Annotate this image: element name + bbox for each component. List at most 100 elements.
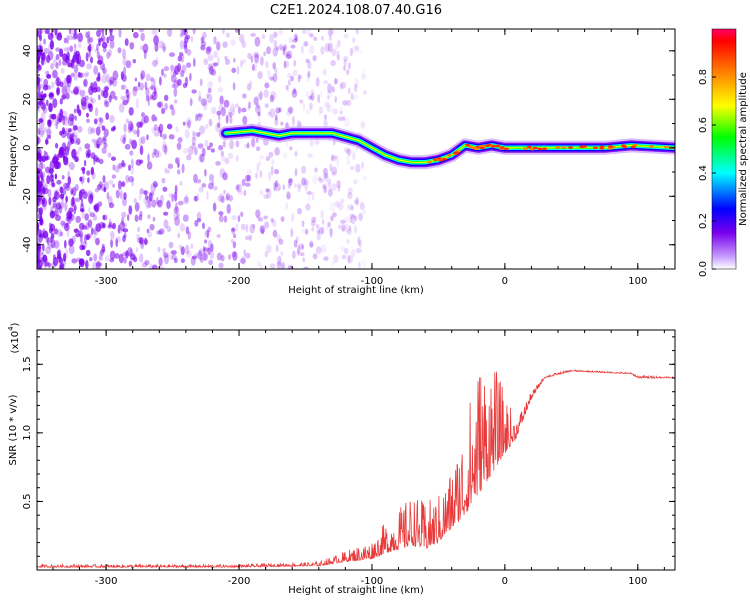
noise-speckle: [212, 202, 217, 212]
noise-speckle: [46, 54, 51, 64]
noise-speckle: [250, 32, 256, 37]
noise-speckle: [113, 164, 120, 173]
colorbar-tick-label: 0.8: [698, 69, 709, 85]
noise-speckle: [245, 174, 251, 182]
noise-speckle: [90, 152, 96, 160]
noise-speckle: [129, 123, 134, 132]
noise-speckle: [177, 55, 182, 62]
noise-speckle: [274, 117, 279, 126]
noise-speckle: [61, 60, 68, 66]
y-tick-label: 0.5: [22, 493, 33, 509]
noise-speckle: [71, 35, 78, 41]
noise-speckle: [220, 106, 226, 117]
noise-speckle: [58, 257, 64, 264]
noise-speckle: [285, 54, 292, 59]
noise-speckle: [204, 230, 209, 238]
noise-speckle: [50, 232, 55, 240]
noise-speckle: [248, 234, 253, 241]
noise-speckle: [37, 243, 41, 252]
noise-speckle: [118, 180, 122, 191]
noise-speckle: [186, 62, 192, 68]
noise-speckle: [99, 117, 104, 124]
noise-speckle: [96, 29, 101, 38]
noise-speckle: [255, 137, 259, 143]
noise-speckle: [95, 126, 101, 136]
noise-speckle: [37, 226, 40, 233]
noise-speckle: [310, 89, 315, 95]
noise-speckle: [226, 192, 230, 201]
noise-speckle: [354, 78, 359, 88]
noise-speckle: [53, 228, 59, 235]
noise-speckle: [341, 254, 347, 260]
noise-speckle: [38, 162, 43, 172]
noise-speckle: [65, 92, 70, 100]
noise-speckle: [80, 198, 84, 208]
noise-speckle: [256, 102, 260, 110]
noise-speckle: [129, 248, 133, 257]
noise-speckle: [149, 94, 154, 99]
noise-speckle: [274, 111, 279, 118]
noise-speckle: [213, 36, 217, 45]
noise-speckle: [52, 98, 58, 109]
noise-speckle: [342, 100, 348, 106]
noise-speckle: [55, 47, 61, 52]
noise-speckle: [292, 69, 298, 77]
noise-speckle: [107, 79, 112, 88]
noise-speckle: [110, 239, 113, 248]
noise-speckle: [230, 39, 236, 46]
noise-speckle: [239, 258, 246, 264]
noise-speckle: [138, 29, 145, 33]
noise-speckle: [254, 53, 259, 64]
noise-speckle: [210, 243, 214, 252]
noise-speckle: [41, 205, 47, 211]
noise-speckle: [307, 29, 311, 37]
noise-speckle: [115, 166, 120, 174]
noise-speckle: [87, 43, 94, 52]
noise-speckle: [60, 220, 66, 226]
noise-speckle: [317, 176, 322, 182]
noise-speckle: [66, 132, 71, 140]
noise-speckle: [79, 72, 83, 78]
noise-speckle: [158, 40, 165, 49]
noise-speckle: [312, 253, 318, 260]
noise-speckle: [186, 117, 192, 126]
noise-speckle: [290, 44, 296, 49]
noise-speckle: [59, 130, 63, 136]
noise-speckle: [238, 183, 242, 193]
noise-speckle: [71, 148, 77, 159]
noise-speckle: [118, 29, 122, 38]
noise-speckle: [125, 60, 132, 69]
noise-speckle: [37, 221, 40, 231]
noise-speckle: [192, 29, 196, 35]
noise-speckle: [157, 200, 162, 207]
noise-speckle: [59, 146, 65, 153]
noise-speckle: [350, 205, 355, 211]
noise-speckle: [207, 87, 212, 94]
noise-speckle: [246, 142, 250, 149]
noise-speckle: [217, 75, 222, 83]
y-tick-label: 20: [22, 93, 33, 106]
noise-speckle: [122, 48, 126, 59]
noise-speckle: [83, 78, 88, 88]
noise-speckle: [126, 94, 130, 103]
noise-speckle: [349, 213, 355, 219]
noise-speckle: [78, 109, 82, 117]
noise-speckle: [86, 118, 90, 124]
noise-speckle: [43, 127, 48, 133]
noise-speckle: [362, 70, 366, 78]
noise-speckle: [286, 50, 293, 59]
noise-speckle: [42, 84, 49, 91]
noise-speckle: [260, 263, 263, 269]
noise-speckle: [216, 234, 221, 238]
noise-speckle: [286, 109, 292, 117]
noise-speckle: [153, 183, 159, 188]
noise-speckle: [180, 246, 185, 256]
noise-speckle: [37, 33, 42, 39]
noise-speckle: [67, 130, 71, 139]
noise-speckle: [307, 153, 313, 158]
noise-speckle: [37, 102, 40, 111]
signal-peak: [568, 146, 574, 149]
noise-speckle: [291, 212, 294, 223]
noise-speckle: [211, 68, 217, 76]
noise-speckle: [56, 87, 60, 95]
